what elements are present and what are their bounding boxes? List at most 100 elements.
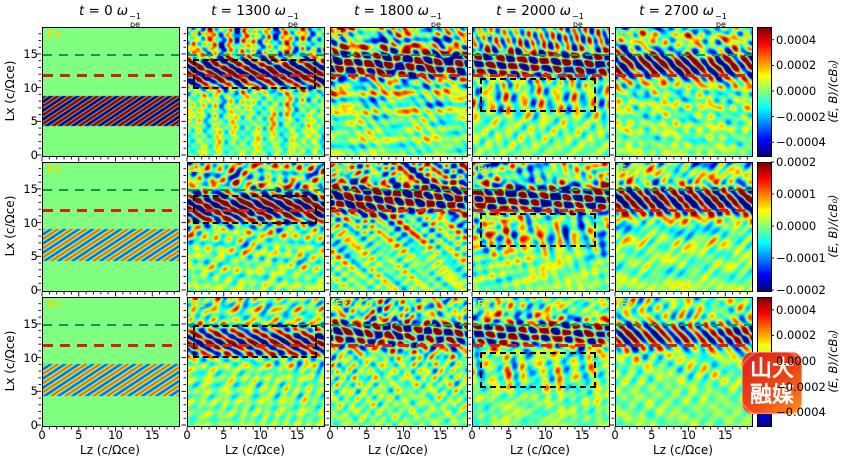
x-tick-label: 15: [574, 428, 590, 442]
heatmap-canvas: [473, 163, 609, 291]
hline-red-Lx12: [616, 73, 752, 77]
heatmap-canvas: [188, 163, 324, 291]
hline-green-Lx15: [616, 323, 752, 327]
heatmap-canvas: [188, 298, 324, 426]
colorbar-tick-label: −0.0004: [776, 405, 826, 420]
panel-Ey-t2000: Ey: [472, 162, 610, 292]
hline-red-Lx12: [616, 343, 752, 347]
hline-red-Lx12: [331, 73, 467, 77]
panel-Ey-t2700: Ey: [615, 162, 753, 292]
x-tick-label: 0: [38, 428, 46, 442]
y-tick-label: 10: [23, 80, 38, 95]
x-axis-label: Lz (c/Ωce): [510, 443, 570, 457]
highlight-rect: [479, 351, 596, 388]
panel-Ez-t2700: Ez: [615, 297, 753, 427]
colorbar-tick-label: 0.0004: [776, 302, 817, 317]
colorbar-Ey: [757, 162, 772, 292]
y-tick-label: 10: [23, 215, 38, 230]
time-value: 1800: [379, 3, 414, 19]
time-value: 1300: [236, 3, 271, 19]
x-tick-label: 15: [432, 428, 448, 442]
hline-green-Lx15: [188, 53, 324, 57]
colorbar-axis-label: (E, B)/(cB₀): [826, 329, 840, 393]
hline-red-Lx12: [473, 208, 609, 212]
colorbar-tick-label: −0.0002: [776, 109, 826, 124]
time-value: 0: [104, 3, 113, 19]
hline-green-Lx15: [188, 188, 324, 192]
panel-Ey-t0: Ey: [42, 162, 180, 292]
panel-component-label: Ez: [47, 299, 61, 310]
t-symbol: t: [639, 3, 645, 19]
panel-component-label: Ey: [192, 164, 207, 175]
hline-red-Lx12: [331, 208, 467, 212]
hline-green-Lx15: [473, 53, 609, 57]
panel-component-label: Ey: [47, 164, 62, 175]
panel-Ey-t1300: Ey: [187, 162, 325, 292]
t-symbol: t: [211, 3, 217, 19]
panel-Ez-t2000: Ez: [472, 297, 610, 427]
colorbar-tick-label: 0.0000: [776, 354, 817, 368]
highlight-rect: [193, 58, 316, 90]
colorbar-tick-label: 0.0002: [776, 328, 817, 343]
colorbar-tick-label: −0.0002: [776, 283, 826, 297]
highlight-rect: [479, 77, 596, 113]
hline-red-Lx12: [473, 73, 609, 77]
hline-red-Lx12: [188, 343, 324, 347]
x-tick-label: 5: [363, 428, 371, 442]
hline-red-Lx12: [331, 343, 467, 347]
hline-green-Lx15: [331, 323, 467, 327]
t-symbol: t: [354, 3, 360, 19]
x-tick-label: 5: [75, 428, 83, 442]
highlight-rect: [479, 212, 596, 248]
panel-Ez-t1800: Ez: [330, 297, 468, 427]
panel-component-label: Ex: [47, 29, 62, 40]
heatmap-canvas: [331, 163, 467, 291]
omega-symbol: ω: [116, 3, 129, 19]
y-tick-label: 15: [23, 316, 38, 331]
x-tick-label: 10: [396, 428, 411, 442]
hline-red-Lx12: [188, 208, 324, 212]
colorbar-tick-label: −0.0001: [776, 251, 826, 265]
x-tick-label: 15: [717, 428, 733, 442]
heatmap-canvas: [616, 163, 752, 291]
colorbar-tick-label: 0.0002: [776, 58, 817, 73]
column-title-t2000: t = 2000 ω −1 pe: [496, 3, 584, 30]
panel-component-label: Ex: [192, 29, 207, 40]
watermark-text: 山大 融媒: [749, 357, 794, 408]
omega-symbol: ω: [417, 3, 429, 19]
x-axis-label: Lz (c/Ωce): [80, 443, 140, 457]
heatmap-canvas: [188, 28, 324, 156]
x-tick-label: 15: [289, 428, 305, 442]
panel-component-label: Ex: [620, 29, 635, 40]
heatmap-canvas: [616, 298, 752, 426]
x-tick-label: 10: [253, 428, 268, 442]
hline-red-Lx12: [43, 73, 179, 77]
column-title-t2700: t = 2700 ω −1 pe: [639, 3, 727, 30]
column-title-t1800: t = 1800 ω −1 pe: [354, 3, 442, 30]
colorbar-tick-label: 0.0002: [776, 155, 817, 169]
colorbar-tick-label: 0.0004: [776, 32, 817, 47]
x-tick-label: 10: [538, 428, 553, 442]
panel-component-label: Ex: [477, 29, 492, 40]
x-tick-label: 0: [183, 428, 191, 442]
heatmap-canvas: [43, 163, 179, 291]
heatmap-canvas: [616, 28, 752, 156]
column-title-t0: t = 0 ω −1 pe: [78, 3, 142, 30]
y-tick-label: 10: [23, 350, 38, 365]
panel-Ez-t0: Ez: [42, 297, 180, 427]
x-axis-label: Lz (c/Ωce): [225, 443, 285, 457]
y-tick-label: 0: [30, 148, 38, 162]
hline-green-Lx15: [331, 188, 467, 192]
time-value: 2000: [521, 3, 556, 19]
x-tick-label: 0: [326, 428, 334, 442]
highlight-rect: [193, 194, 318, 225]
colorbar-tick-label: 0.0000: [776, 219, 817, 233]
colorbar-axis-label: (E, B)/(cB₀): [826, 59, 840, 123]
panel-Ex-t2700: Ex: [615, 27, 753, 157]
panel-Ey-t1800: Ey: [330, 162, 468, 292]
omega-symbol: ω: [559, 3, 571, 19]
x-tick-label: 15: [144, 428, 160, 442]
panel-component-label: Ey: [620, 164, 635, 175]
hline-green-Lx15: [473, 323, 609, 327]
